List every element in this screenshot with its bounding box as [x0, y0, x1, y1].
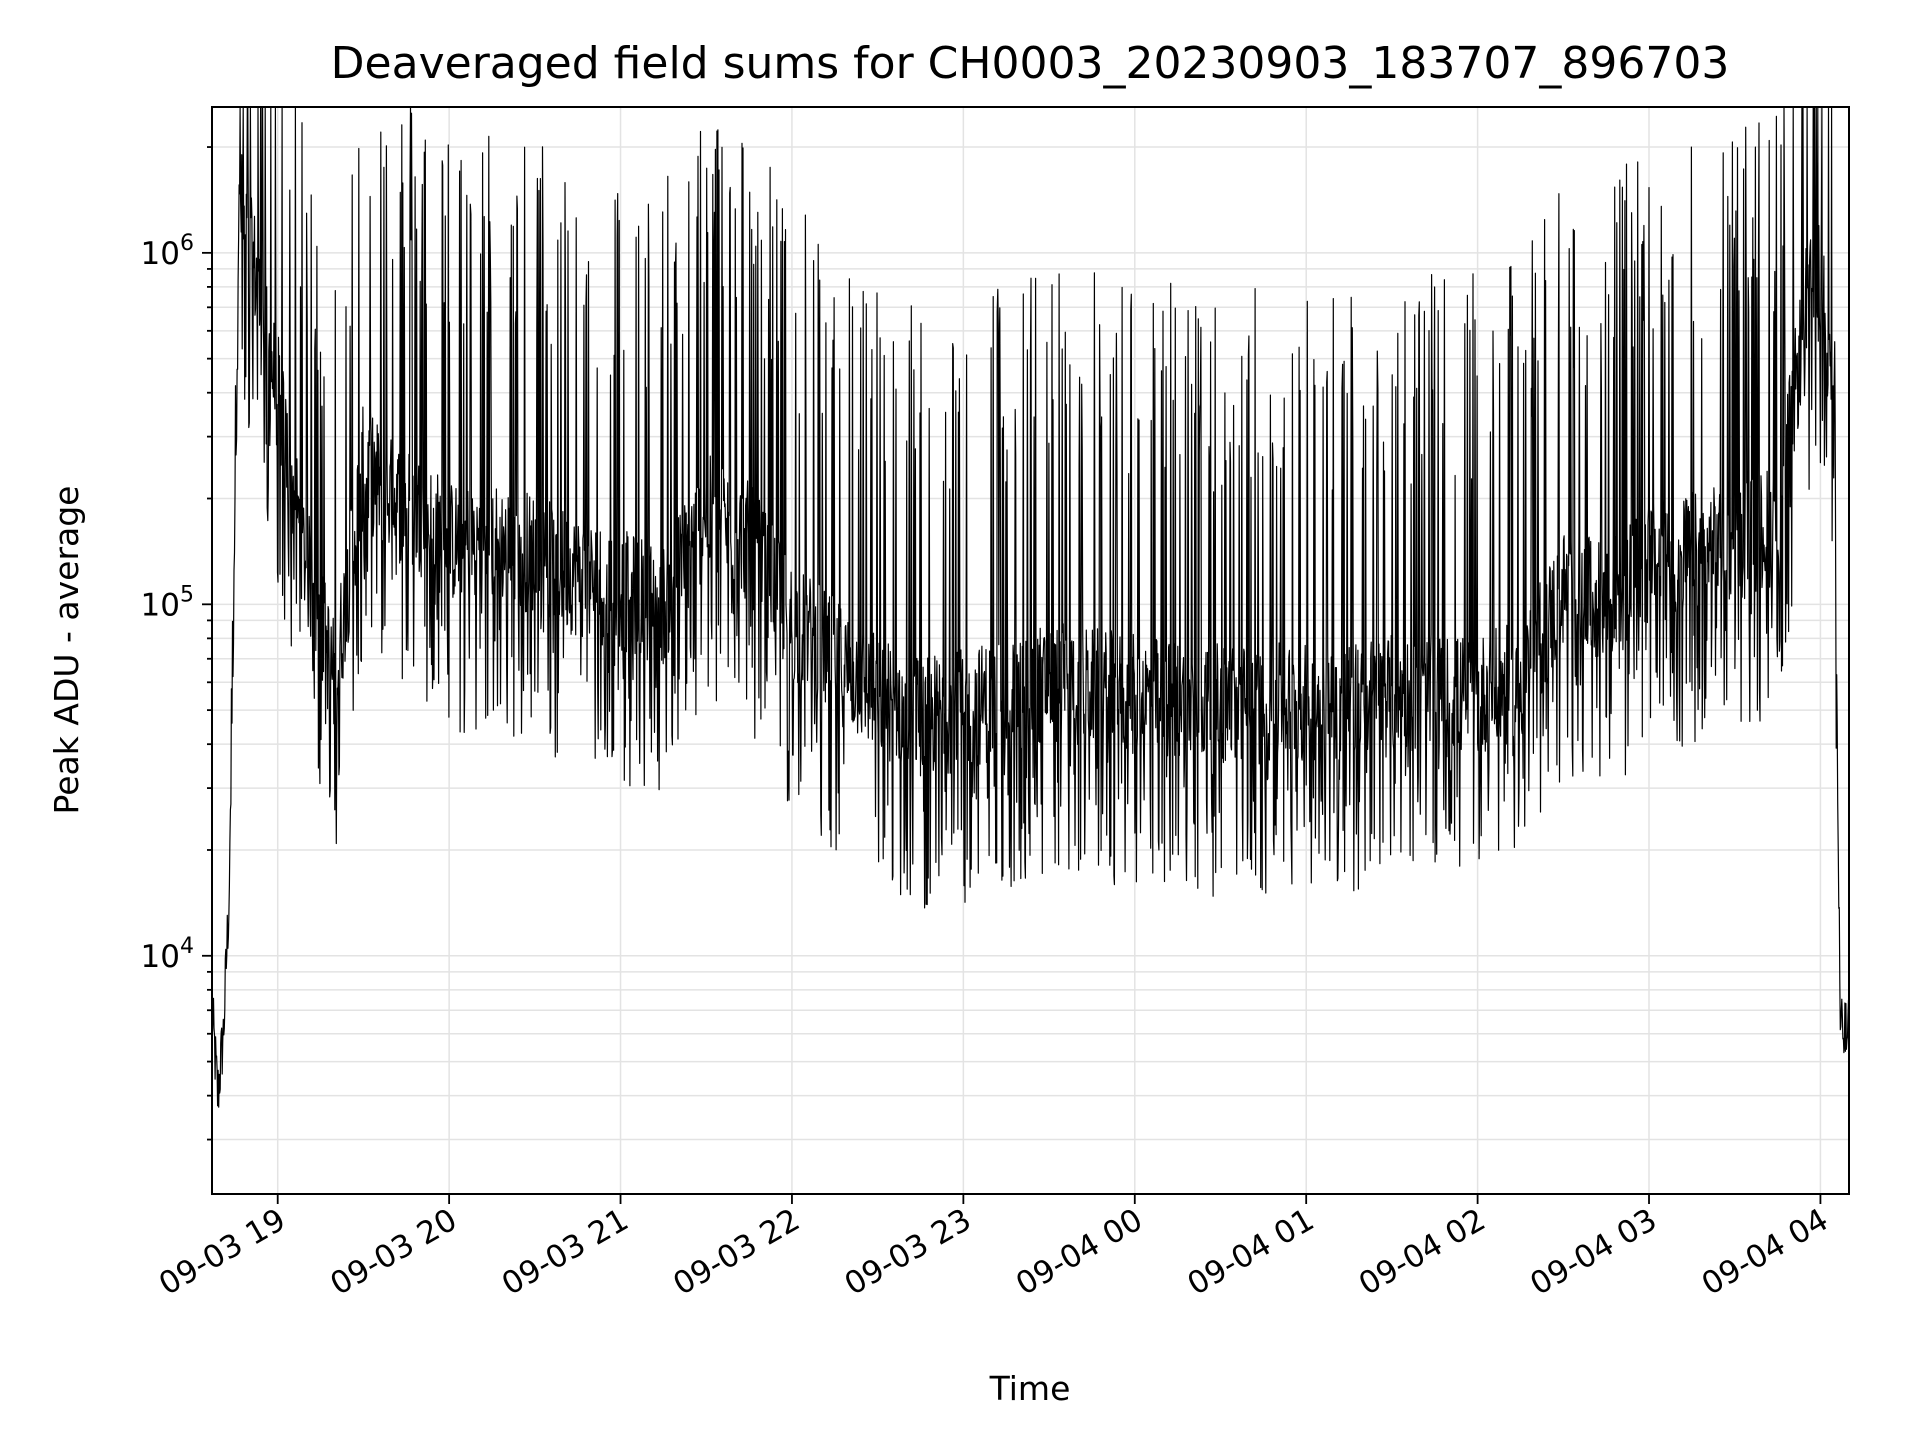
plot-frame: [211, 106, 1850, 1195]
y-tick-label: 105: [141, 582, 194, 623]
y-tick-label: 106: [141, 231, 194, 272]
x-axis-label: Time: [989, 1369, 1071, 1408]
series-line: [211, 106, 1850, 1108]
data-series: [211, 106, 1850, 1108]
y-axis: 104 105 106: [141, 146, 212, 1141]
chart-title: Deaveraged field sums for CH0003_2023090…: [331, 38, 1730, 89]
y-tick-label: 104: [141, 934, 194, 975]
y-axis-label: Peak ADU - average: [47, 486, 86, 815]
